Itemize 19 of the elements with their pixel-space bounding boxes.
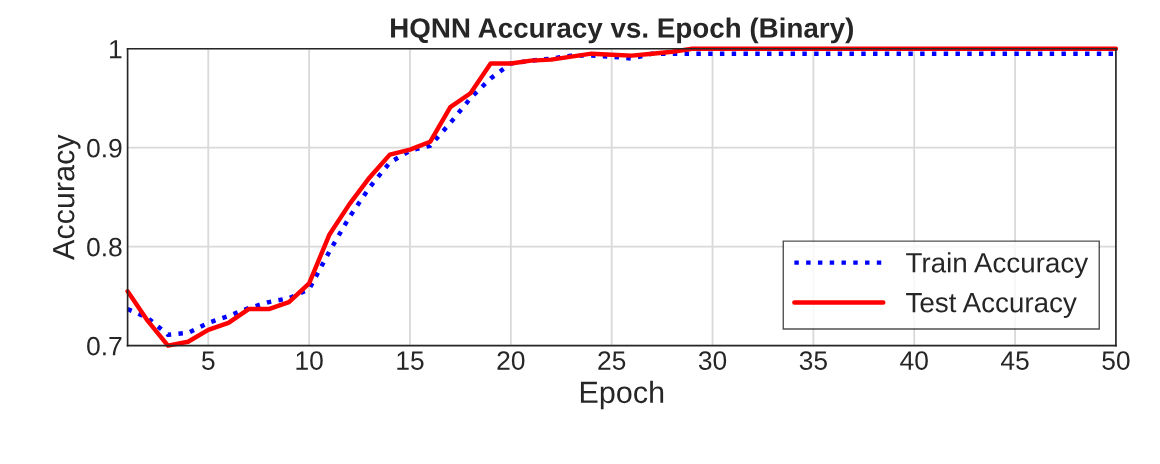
x-tick-label: 25 xyxy=(598,351,626,370)
x-tick-label: 5 xyxy=(202,351,215,370)
y-tick-label: 0.9 xyxy=(87,138,122,158)
y-tick-label: 0.7 xyxy=(87,336,122,356)
x-tick-label: 50 xyxy=(1102,351,1130,370)
y-tick-label: 0.8 xyxy=(87,237,122,257)
y-axis-title: Accuracy xyxy=(53,134,81,260)
chart-title: HQNN Accuracy vs. Epoch (Binary) xyxy=(391,17,853,44)
x-tick-label: 20 xyxy=(497,351,525,370)
x-tick-label: 15 xyxy=(397,351,424,370)
x-tick-label: 10 xyxy=(296,351,323,370)
x-tick-label: 30 xyxy=(698,351,727,370)
x-tick-label: 45 xyxy=(1001,351,1029,370)
x-tick-label: 35 xyxy=(799,351,827,370)
legend-label: Test Accuracy xyxy=(906,293,1077,318)
x-axis-title: Epoch xyxy=(580,380,664,410)
y-tick-label: 1 xyxy=(110,40,122,59)
legend-label: Train Accuracy xyxy=(906,252,1089,279)
x-tick-label: 40 xyxy=(900,351,928,370)
